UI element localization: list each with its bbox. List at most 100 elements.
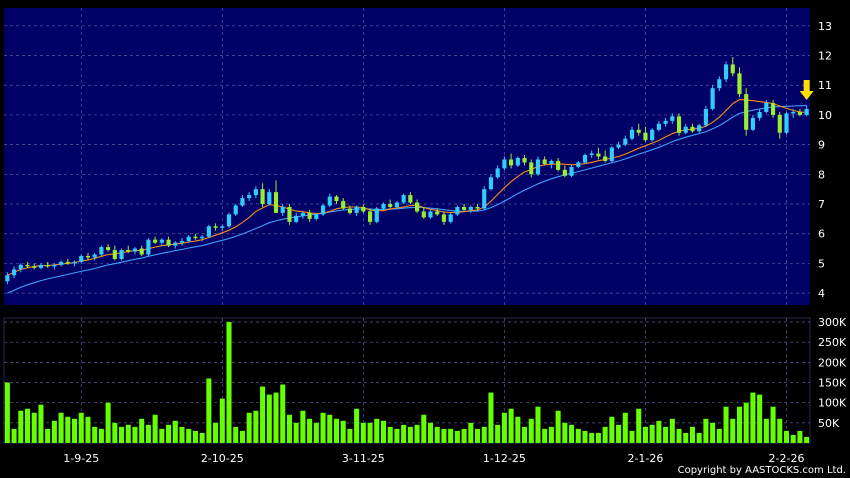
candle bbox=[153, 236, 158, 245]
candle bbox=[193, 233, 198, 240]
candle-body bbox=[515, 157, 520, 166]
candle-body bbox=[488, 177, 494, 190]
volume-bar bbox=[85, 416, 91, 443]
candle-body bbox=[119, 250, 124, 259]
candle-body bbox=[562, 169, 567, 176]
candle bbox=[388, 199, 393, 209]
candle-body bbox=[92, 254, 97, 258]
candle bbox=[549, 159, 554, 169]
copyright-text: Copyright by AASTOCKS.com Ltd. bbox=[678, 465, 846, 476]
candle bbox=[334, 195, 339, 205]
candle bbox=[495, 165, 500, 179]
candle bbox=[65, 258, 70, 265]
candle-body bbox=[656, 123, 661, 130]
candle bbox=[106, 244, 111, 252]
candle-body bbox=[603, 156, 608, 161]
volume-bar bbox=[528, 418, 534, 443]
volume-bar bbox=[797, 430, 803, 443]
volume-bar bbox=[535, 406, 541, 443]
volume-bar bbox=[51, 420, 57, 443]
candle bbox=[5, 272, 10, 285]
candle bbox=[85, 253, 91, 261]
volume-bar bbox=[569, 424, 575, 443]
volume-bar bbox=[515, 416, 521, 443]
volume-bar bbox=[286, 414, 292, 443]
candle-body bbox=[106, 247, 111, 251]
volume-bar bbox=[313, 422, 319, 443]
candle bbox=[72, 260, 77, 267]
volume-bar bbox=[374, 418, 380, 443]
candle-body bbox=[126, 250, 131, 252]
candle-body bbox=[374, 208, 379, 222]
candle bbox=[206, 224, 211, 239]
candle-body bbox=[300, 212, 305, 216]
candle-body bbox=[173, 242, 178, 246]
volume-bar bbox=[293, 422, 299, 443]
candle-body bbox=[670, 116, 675, 121]
candle-body bbox=[11, 269, 17, 276]
candle-body bbox=[697, 125, 702, 132]
candle bbox=[421, 206, 426, 219]
volume-bar bbox=[629, 430, 635, 443]
candle-body bbox=[683, 126, 688, 133]
candle-body bbox=[703, 108, 708, 126]
candle bbox=[636, 123, 641, 136]
candle bbox=[529, 159, 534, 178]
candle-body bbox=[663, 120, 668, 124]
volume-bar bbox=[233, 426, 239, 443]
x-tick-label: 2-2-26 bbox=[769, 452, 805, 465]
volume-bar bbox=[663, 426, 669, 443]
candle-body bbox=[79, 255, 84, 262]
volume-bar bbox=[723, 406, 729, 443]
candle-body bbox=[529, 162, 534, 175]
volume-bar bbox=[804, 436, 810, 443]
candle-body bbox=[414, 202, 420, 212]
candle-body bbox=[650, 129, 655, 141]
candle bbox=[697, 123, 702, 133]
candle bbox=[146, 238, 151, 256]
candle bbox=[173, 241, 178, 249]
candle bbox=[441, 211, 447, 225]
candle bbox=[38, 263, 44, 270]
candle-body bbox=[522, 157, 527, 163]
candle bbox=[139, 245, 144, 256]
candle bbox=[764, 100, 769, 114]
volume-bar bbox=[750, 392, 756, 443]
candle-body bbox=[294, 215, 299, 222]
candle-body bbox=[495, 168, 500, 178]
volume-bar bbox=[226, 322, 232, 443]
candle bbox=[475, 204, 480, 210]
candle-body bbox=[354, 206, 359, 213]
volume-bar bbox=[394, 428, 400, 443]
candle bbox=[260, 183, 265, 207]
candle-body bbox=[394, 202, 400, 207]
candle bbox=[428, 209, 433, 219]
candle bbox=[159, 238, 164, 246]
volume-bar bbox=[434, 426, 440, 443]
candle-body bbox=[314, 214, 319, 219]
volume-bar bbox=[139, 418, 145, 443]
volume-bar bbox=[454, 430, 460, 443]
volume-bar bbox=[481, 426, 487, 443]
candle-body bbox=[280, 206, 285, 213]
volume-bar bbox=[300, 410, 306, 443]
candle-body bbox=[72, 261, 77, 264]
candle-body bbox=[629, 129, 635, 139]
candle-body bbox=[757, 111, 762, 118]
candle-body bbox=[549, 160, 554, 164]
candle-body bbox=[200, 236, 205, 239]
candle bbox=[629, 126, 635, 141]
volume-bar bbox=[562, 422, 568, 443]
volume-bar bbox=[736, 406, 742, 443]
x-axis: 1-9-25 2-10-25 3-11-25 1-12-25 2-1-26 2-2-26 bbox=[63, 452, 804, 465]
candle-body bbox=[482, 189, 487, 209]
volume-bar bbox=[125, 424, 131, 443]
candle bbox=[166, 236, 171, 248]
candle-body bbox=[717, 79, 722, 89]
volume-tick-label: 150K bbox=[818, 377, 847, 390]
candle bbox=[341, 198, 346, 210]
candle-body bbox=[341, 201, 346, 209]
volume-bar bbox=[112, 422, 118, 443]
candle-body bbox=[18, 264, 23, 270]
candle-body bbox=[535, 159, 541, 175]
